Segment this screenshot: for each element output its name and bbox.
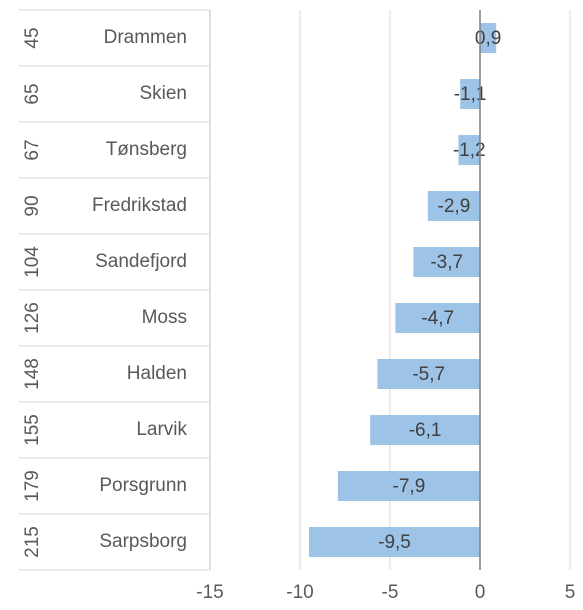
value-label: -3,7 bbox=[430, 252, 463, 273]
value-label: 0,9 bbox=[475, 28, 501, 49]
value-label: -9,5 bbox=[378, 532, 411, 553]
group-label: 179 bbox=[22, 470, 43, 502]
value-label: -4,7 bbox=[421, 308, 454, 329]
bar bbox=[337, 471, 480, 501]
group-label: 126 bbox=[22, 302, 43, 334]
bar bbox=[370, 415, 480, 445]
category-label: Tønsberg bbox=[106, 139, 187, 160]
category-label: Sandefjord bbox=[95, 251, 187, 272]
x-tick-label: 5 bbox=[565, 582, 576, 603]
group-label: 104 bbox=[22, 246, 43, 278]
value-label: -6,1 bbox=[409, 420, 442, 441]
bar bbox=[413, 247, 480, 277]
x-tick-label: -15 bbox=[196, 582, 223, 603]
x-tick-label: -10 bbox=[286, 582, 313, 603]
value-label: -7,9 bbox=[393, 476, 426, 497]
category-label: Drammen bbox=[104, 27, 187, 48]
category-label: Fredrikstad bbox=[92, 195, 187, 216]
bar bbox=[377, 359, 480, 389]
category-label: Larvik bbox=[136, 419, 187, 440]
group-label: 155 bbox=[22, 414, 43, 446]
bar bbox=[458, 135, 480, 165]
category-label: Moss bbox=[142, 307, 187, 328]
category-label: Porsgrunn bbox=[99, 475, 187, 496]
bar bbox=[309, 527, 480, 557]
group-label: 45 bbox=[22, 27, 43, 48]
group-label: 215 bbox=[22, 526, 43, 558]
group-label: 148 bbox=[22, 358, 43, 390]
bar bbox=[427, 191, 480, 221]
bar bbox=[480, 23, 497, 53]
value-label: -2,9 bbox=[438, 196, 471, 217]
group-label: 65 bbox=[22, 83, 43, 104]
value-label: -1,1 bbox=[454, 84, 487, 105]
value-label: -1,2 bbox=[453, 140, 486, 161]
bar bbox=[395, 303, 480, 333]
category-label: Halden bbox=[127, 363, 187, 384]
group-label: 90 bbox=[22, 195, 43, 216]
x-tick-label: 0 bbox=[475, 582, 486, 603]
category-label: Skien bbox=[139, 83, 187, 104]
x-tick-label: -5 bbox=[382, 582, 399, 603]
value-label: -5,7 bbox=[412, 364, 445, 385]
category-label: Sarpsborg bbox=[99, 531, 187, 552]
group-label: 67 bbox=[22, 139, 43, 160]
bar bbox=[460, 79, 480, 109]
